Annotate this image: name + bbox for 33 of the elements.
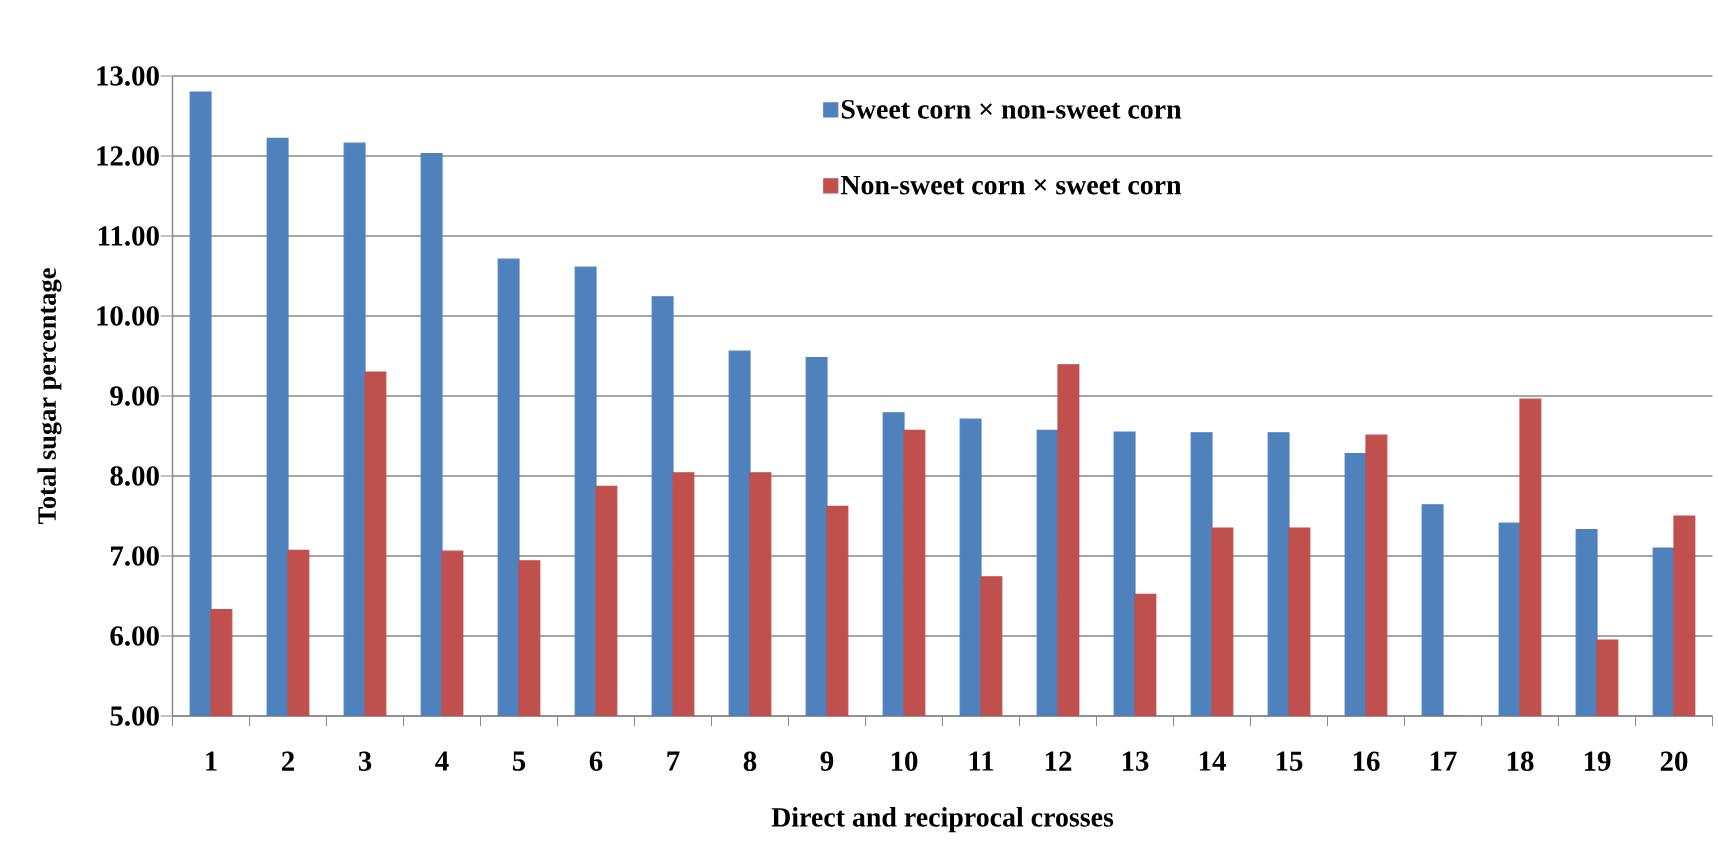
y-tick-label: 11.00 [98, 226, 159, 246]
legend-label: Non-sweet corn × sweet corn [840, 175, 1182, 195]
y-tick-label: 10.00 [97, 306, 159, 326]
x-tick-label: 1 [206, 751, 217, 771]
y-tick-label: 6.00 [110, 626, 159, 646]
x-tick-label: 17 [1430, 751, 1457, 771]
x-tick-label: 11 [969, 751, 994, 771]
y-tick-label: 9.00 [110, 386, 159, 406]
x-tick-label: 16 [1353, 751, 1380, 771]
x-axis-title: Direct and reciprocal crosses [771, 807, 1114, 833]
y-tick-label: 8.00 [110, 466, 159, 486]
x-tick-label: 15 [1276, 751, 1303, 771]
x-tick-label: 13 [1122, 751, 1149, 771]
x-tick-label: 18 [1507, 751, 1534, 772]
x-tick-label: 12 [1045, 751, 1072, 771]
x-tick-label: 9 [820, 751, 834, 771]
y-tick-label: 12.00 [97, 146, 159, 166]
x-tick-label: 14 [1199, 751, 1226, 771]
x-tick-label: 8 [743, 751, 757, 772]
x-tick-label: 7 [667, 751, 680, 771]
legend-label: Sweet corn × non-sweet corn [841, 99, 1182, 119]
y-axis-title: Total sugar percentage [37, 268, 62, 524]
x-tick-label: 4 [435, 751, 449, 771]
x-tick-label: 20 [1660, 751, 1688, 772]
x-tick-label: 2 [281, 751, 294, 771]
y-tick-label: 7.00 [111, 546, 159, 566]
y-tick-label: 13.00 [97, 66, 159, 86]
x-tick-label: 6 [589, 751, 603, 771]
x-tick-label: 5 [512, 751, 526, 771]
x-tick-label: 19 [1584, 751, 1611, 771]
x-tick-label: 3 [358, 751, 372, 771]
x-tick-label: 10 [891, 751, 918, 772]
y-tick-label: 5.00 [110, 706, 159, 726]
